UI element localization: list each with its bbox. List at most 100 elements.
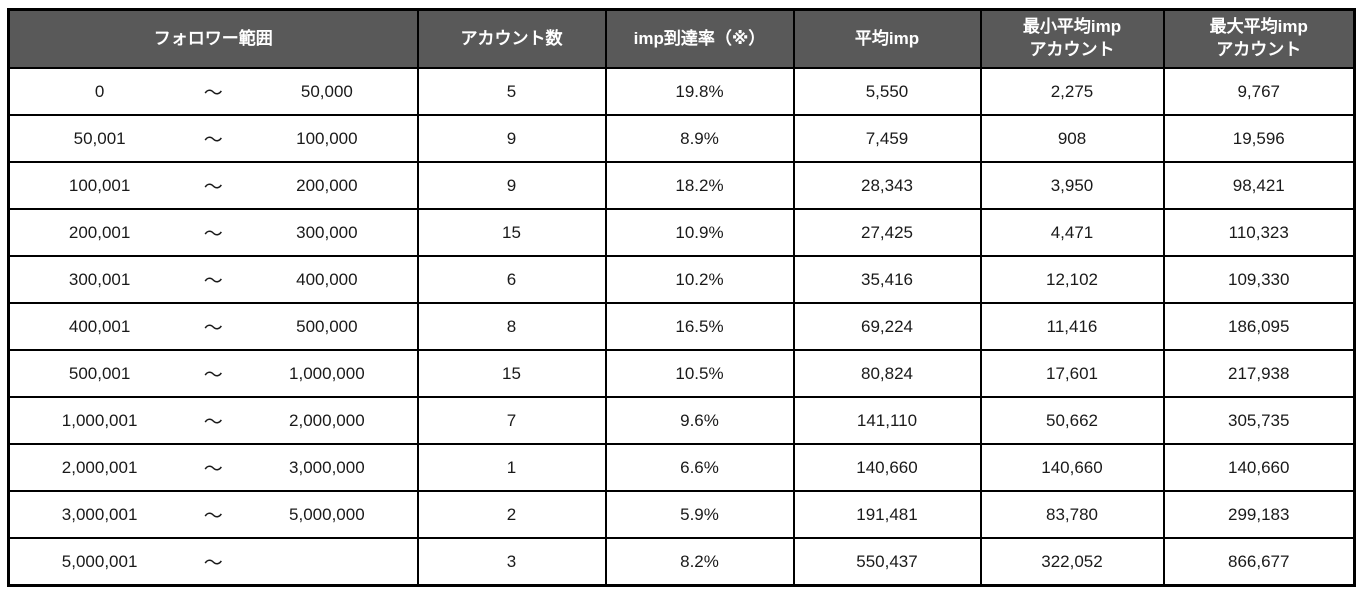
tilde: ～ xyxy=(203,553,223,574)
follower-imp-table-wrap: フォロワー範囲 アカウント数 imp到達率（※） 平均imp 最小平均imp ア… xyxy=(7,8,1356,587)
account-count-value: 15 xyxy=(416,349,607,398)
range-to-value: 500,000 xyxy=(296,316,358,336)
table-row: 400,001 ～ 500,000 8 16.5% 69,224 11,416 … xyxy=(7,302,1356,351)
tilde: ～ xyxy=(203,224,223,245)
avg-imp-value: 191,481 xyxy=(792,490,982,539)
tilde: ～ xyxy=(203,83,223,104)
range-to-value: 200,000 xyxy=(296,175,358,195)
range-to-value: 300,000 xyxy=(296,222,358,242)
range-layout: 200,001 ～ 300,000 xyxy=(11,219,416,246)
min-avg-imp-value: 3,950 xyxy=(979,161,1165,210)
table-row: 50,001 ～ 100,000 9 8.9% 7,459 908 19,596 xyxy=(7,114,1356,163)
min-avg-imp-value: 17,601 xyxy=(979,349,1165,398)
range-from-value: 200,001 xyxy=(68,222,131,242)
table-row: 0 ～ 50,000 5 19.8% 5,550 2,275 9,767 xyxy=(7,67,1356,116)
table-row: 500,001 ～ 1,000,000 15 10.5% 80,824 17,6… xyxy=(7,349,1356,398)
max-avg-imp-value: 9,767 xyxy=(1162,67,1356,116)
range-layout: 0 ～ 50,000 xyxy=(11,78,416,105)
tilde: ～ xyxy=(203,412,223,433)
table-row: 200,001 ～ 300,000 15 10.9% 27,425 4,471 … xyxy=(7,208,1356,257)
min-avg-imp-value: 4,471 xyxy=(979,208,1165,257)
table-row: 5,000,001 ～ 3 8.2% 550,437 322,052 866,6… xyxy=(7,537,1356,587)
max-avg-imp-value: 19,596 xyxy=(1162,114,1356,163)
range-cell: 300,001 ～ 400,000 xyxy=(7,255,419,304)
range-cell: 400,001 ～ 500,000 xyxy=(7,302,419,351)
avg-imp-value: 7,459 xyxy=(792,114,982,163)
account-count-value: 15 xyxy=(416,208,607,257)
tilde: ～ xyxy=(203,130,223,151)
range-cell: 0 ～ 50,000 xyxy=(7,67,419,116)
min-avg-imp-value: 83,780 xyxy=(979,490,1165,539)
range-to-value: 400,000 xyxy=(296,269,358,289)
range-layout: 50,001 ～ 100,000 xyxy=(11,125,416,152)
range-from-value: 50,001 xyxy=(73,128,126,148)
col-header-avg-imp: 平均imp xyxy=(792,8,982,69)
range-cell: 200,001 ～ 300,000 xyxy=(7,208,419,257)
imp-reach-rate-value: 8.9% xyxy=(604,114,795,163)
account-count-value: 5 xyxy=(416,67,607,116)
max-avg-imp-value: 98,421 xyxy=(1162,161,1356,210)
range-layout: 2,000,001 ～ 3,000,000 xyxy=(11,454,416,481)
range-cell: 2,000,001 ～ 3,000,000 xyxy=(7,443,419,492)
range-cell: 100,001 ～ 200,000 xyxy=(7,161,419,210)
tilde: ～ xyxy=(203,506,223,527)
avg-imp-value: 69,224 xyxy=(792,302,982,351)
min-avg-imp-value: 2,275 xyxy=(979,67,1165,116)
range-from-value: 100,001 xyxy=(68,175,131,195)
range-cell: 5,000,001 ～ xyxy=(7,537,419,587)
max-avg-imp-value: 866,677 xyxy=(1162,537,1356,587)
account-count-value: 8 xyxy=(416,302,607,351)
max-avg-imp-value: 140,660 xyxy=(1162,443,1356,492)
imp-reach-rate-value: 16.5% xyxy=(604,302,795,351)
min-avg-imp-value: 11,416 xyxy=(979,302,1165,351)
tilde: ～ xyxy=(203,318,223,339)
imp-reach-rate-value: 10.9% xyxy=(604,208,795,257)
imp-reach-rate-value: 5.9% xyxy=(604,490,795,539)
range-layout: 500,001 ～ 1,000,000 xyxy=(11,360,416,387)
imp-reach-rate-value: 10.2% xyxy=(604,255,795,304)
col-header-max-avg-imp-account: 最大平均imp アカウント xyxy=(1162,8,1356,69)
avg-imp-value: 28,343 xyxy=(792,161,982,210)
min-avg-imp-value: 12,102 xyxy=(979,255,1165,304)
account-count-value: 7 xyxy=(416,396,607,445)
range-from-value: 300,001 xyxy=(68,269,131,289)
table-row: 100,001 ～ 200,000 9 18.2% 28,343 3,950 9… xyxy=(7,161,1356,210)
min-avg-imp-value: 140,660 xyxy=(979,443,1165,492)
range-to-value: 100,000 xyxy=(296,128,358,148)
range-from-value: 400,001 xyxy=(68,316,131,336)
account-count-value: 9 xyxy=(416,114,607,163)
range-cell: 3,000,001 ～ 5,000,000 xyxy=(7,490,419,539)
range-from-value: 500,001 xyxy=(68,363,131,383)
min-avg-imp-value: 50,662 xyxy=(979,396,1165,445)
imp-reach-rate-value: 8.2% xyxy=(604,537,795,587)
range-cell: 1,000,001 ～ 2,000,000 xyxy=(7,396,419,445)
range-layout: 100,001 ～ 200,000 xyxy=(11,172,416,199)
range-from-value: 2,000,001 xyxy=(61,457,138,477)
range-to-value: 2,000,000 xyxy=(289,410,365,430)
max-avg-imp-value: 110,323 xyxy=(1162,208,1356,257)
avg-imp-value: 27,425 xyxy=(792,208,982,257)
range-from-value: 1,000,001 xyxy=(61,410,138,430)
imp-reach-rate-value: 18.2% xyxy=(604,161,795,210)
range-to-value: 1,000,000 xyxy=(289,363,365,383)
avg-imp-value: 550,437 xyxy=(792,537,982,587)
range-cell: 500,001 ～ 1,000,000 xyxy=(7,349,419,398)
range-layout: 300,001 ～ 400,000 xyxy=(11,266,416,293)
imp-reach-rate-value: 19.8% xyxy=(604,67,795,116)
imp-reach-rate-value: 9.6% xyxy=(604,396,795,445)
range-from-value: 3,000,001 xyxy=(61,504,138,524)
max-avg-imp-value: 217,938 xyxy=(1162,349,1356,398)
max-avg-imp-value: 299,183 xyxy=(1162,490,1356,539)
tilde: ～ xyxy=(203,365,223,386)
avg-imp-value: 140,660 xyxy=(792,443,982,492)
table-row: 3,000,001 ～ 5,000,000 2 5.9% 191,481 83,… xyxy=(7,490,1356,539)
range-from-value: 0 xyxy=(94,81,105,101)
tilde: ～ xyxy=(203,177,223,198)
imp-reach-rate-value: 6.6% xyxy=(604,443,795,492)
tilde: ～ xyxy=(203,271,223,292)
table-row: 2,000,001 ～ 3,000,000 1 6.6% 140,660 140… xyxy=(7,443,1356,492)
account-count-value: 9 xyxy=(416,161,607,210)
col-header-imp-reach-rate: imp到達率（※） xyxy=(604,8,795,69)
range-layout: 5,000,001 ～ xyxy=(11,548,416,575)
range-from-value: 5,000,001 xyxy=(61,551,138,571)
